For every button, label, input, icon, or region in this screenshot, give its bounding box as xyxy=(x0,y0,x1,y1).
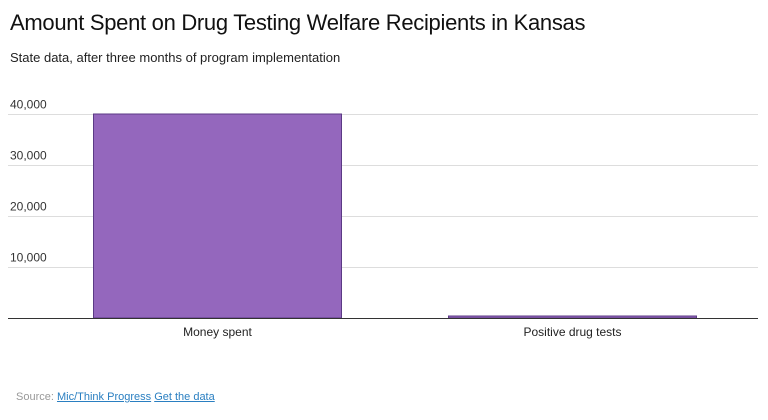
x-category-label: Money spent xyxy=(183,325,252,339)
bar-chart: 10,000 20,000 30,000 40,000 Money spent Posit… xyxy=(8,98,758,339)
chart-title: Amount Spent on Drug Testing Welfare Rec… xyxy=(10,10,586,35)
get-data-link[interactable]: Get the data xyxy=(154,391,215,403)
x-category-label: Positive drug tests xyxy=(523,325,621,339)
source-prefix: Source: xyxy=(16,391,54,403)
y-tick-label: 40,000 xyxy=(10,98,47,112)
y-tick-label: 10,000 xyxy=(10,251,47,265)
source-line: Source: Mic/Think Progress Get the data xyxy=(16,391,215,403)
chart-subtitle: State data, after three months of progra… xyxy=(10,50,341,65)
bar-money-spent xyxy=(93,113,342,319)
source-link[interactable]: Mic/Think Progress xyxy=(56,391,152,403)
y-tick-label: 20,000 xyxy=(10,200,47,214)
y-tick-label: 30,000 xyxy=(10,149,47,163)
bar-positive-drug-tests xyxy=(448,315,697,319)
